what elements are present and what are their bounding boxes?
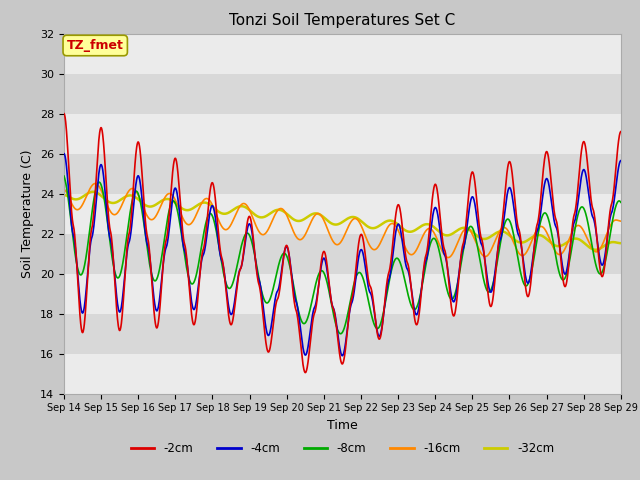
Y-axis label: Soil Temperature (C): Soil Temperature (C) [22, 149, 35, 278]
Title: Tonzi Soil Temperatures Set C: Tonzi Soil Temperatures Set C [229, 13, 456, 28]
Bar [64, 354, 621, 394]
Bar [64, 234, 621, 274]
Bar [64, 73, 621, 114]
Bar [64, 34, 621, 73]
Text: TZ_fmet: TZ_fmet [67, 39, 124, 52]
Bar [64, 114, 621, 154]
Legend: -2cm, -4cm, -8cm, -16cm, -32cm: -2cm, -4cm, -8cm, -16cm, -32cm [126, 437, 559, 460]
X-axis label: Time: Time [327, 419, 358, 432]
Bar [64, 193, 621, 234]
Bar [64, 274, 621, 313]
Bar [64, 313, 621, 354]
Bar [64, 154, 621, 193]
